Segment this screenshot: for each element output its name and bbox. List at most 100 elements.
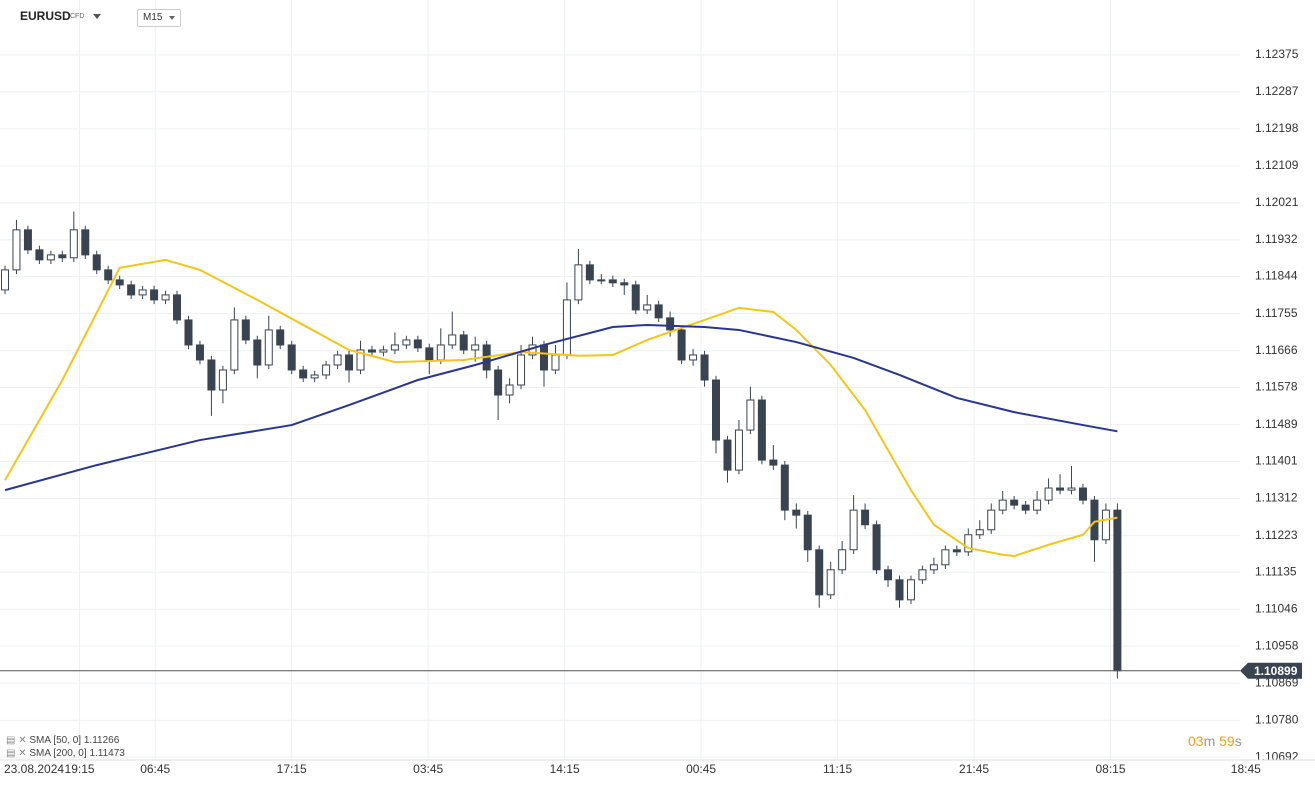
candle-body — [608, 279, 617, 284]
x-tick-label: 18:45 — [1231, 762, 1261, 776]
y-tick-label: 1.11401 — [1255, 454, 1298, 468]
candle-body — [1067, 487, 1076, 491]
current-price-tag — [1240, 662, 1302, 679]
y-tick-label: 1.11932 — [1255, 232, 1298, 246]
candle-body — [150, 289, 159, 301]
legend-item: ▤ ✕ SMA [200, 0] 1.11473 — [6, 748, 125, 759]
candle-body — [861, 509, 870, 526]
y-tick-label: 1.12375 — [1255, 47, 1299, 61]
candle-body — [1, 269, 9, 291]
candle-body — [1056, 487, 1065, 491]
candle-body — [895, 579, 904, 601]
candle-body — [127, 284, 136, 296]
candle-body — [69, 229, 78, 259]
candle-body — [58, 254, 67, 259]
date-label: 23.08.2024 — [4, 762, 64, 776]
candle-body — [620, 282, 629, 286]
legend-label: SMA [50, 0] — [29, 735, 82, 746]
y-tick-label: 1.11844 — [1255, 269, 1298, 283]
y-tick-label: 1.12109 — [1255, 158, 1299, 172]
countdown-minutes: 03 — [1188, 733, 1204, 749]
y-tick-label: 1.12287 — [1255, 84, 1299, 98]
candle-body — [803, 514, 812, 551]
y-tick-label: 1.10692 — [1255, 749, 1299, 763]
candle-body — [253, 339, 262, 366]
candle-body — [1021, 504, 1030, 511]
candle-body — [1113, 509, 1122, 672]
candle-body — [287, 344, 296, 371]
candle-body — [356, 349, 365, 371]
candle-body — [23, 229, 32, 251]
y-tick-label: 1.11046 — [1255, 602, 1298, 616]
candle-body — [218, 369, 227, 391]
candle-body — [780, 464, 789, 511]
interval-selector[interactable]: M15 — [137, 9, 181, 27]
symbol[interactable]: EURUSD — [20, 9, 71, 23]
candle-body — [264, 329, 273, 366]
legend-icon[interactable]: ▤ ✕ — [6, 748, 27, 759]
candle-body — [310, 374, 319, 379]
x-tick-label: 03:45 — [413, 762, 443, 776]
candle-body — [585, 264, 594, 281]
candle-body — [975, 529, 984, 536]
candle-body — [345, 354, 354, 371]
legend-label: SMA [200, 0] — [29, 748, 87, 759]
candle-body — [184, 319, 193, 346]
candle-body — [425, 347, 434, 361]
x-tick-label: 21:45 — [959, 762, 989, 776]
sma-line — [4, 258, 1118, 558]
candle-body — [413, 339, 422, 349]
candle-body — [998, 499, 1007, 511]
y-tick-label: 1.11223 — [1255, 528, 1298, 542]
legend-item: ▤ ✕ SMA [50, 0] 1.11266 — [6, 735, 119, 746]
candle-body — [207, 359, 216, 391]
candle-body — [115, 279, 124, 286]
y-tick-label: 1.11489 — [1255, 417, 1298, 431]
y-tick-label: 1.11578 — [1255, 380, 1298, 394]
candle-body — [918, 569, 927, 581]
candle-body — [700, 354, 709, 381]
candle-body — [666, 317, 675, 331]
candle-body — [81, 229, 90, 256]
candle-body — [459, 334, 468, 351]
candle-body — [723, 439, 732, 471]
candle-body — [471, 344, 480, 351]
y-tick-label: 1.10869 — [1255, 675, 1299, 689]
legend-icon[interactable]: ▤ ✕ — [6, 735, 27, 746]
candle-body — [92, 254, 101, 271]
interval: M15 — [143, 12, 163, 23]
candle-body — [322, 364, 331, 376]
countdown-unit: m — [1203, 733, 1216, 749]
candle-body — [539, 344, 548, 371]
candle-body — [906, 579, 915, 601]
candle-body — [299, 369, 308, 379]
candle-body — [792, 509, 801, 516]
candle-body — [494, 369, 503, 396]
candle-body — [436, 344, 445, 361]
candle-body — [35, 249, 44, 261]
candle-body — [689, 354, 698, 361]
countdown-seconds: 59 — [1219, 733, 1235, 749]
candle-body — [402, 339, 411, 346]
y-tick-label: 1.12198 — [1255, 121, 1299, 135]
x-tick-label: 00:45 — [686, 762, 716, 776]
candle-body — [104, 269, 113, 281]
candle-body — [1101, 509, 1110, 541]
candle-body — [964, 534, 973, 553]
candle-body — [379, 349, 388, 353]
candle-body — [551, 354, 560, 371]
candle-body — [712, 379, 721, 441]
candle-body — [734, 429, 743, 471]
candle-body — [677, 329, 686, 361]
candle-body — [1044, 487, 1053, 501]
candle-body — [952, 549, 961, 553]
candle-body — [12, 229, 21, 271]
y-tick-label: 1.11135 — [1255, 564, 1297, 578]
candle-body — [46, 254, 55, 261]
candle-body — [884, 569, 893, 581]
symbol-dropdown-arrow[interactable] — [93, 14, 101, 19]
candle-body — [654, 304, 663, 319]
candle-body — [333, 354, 342, 366]
candle-body — [746, 399, 755, 431]
